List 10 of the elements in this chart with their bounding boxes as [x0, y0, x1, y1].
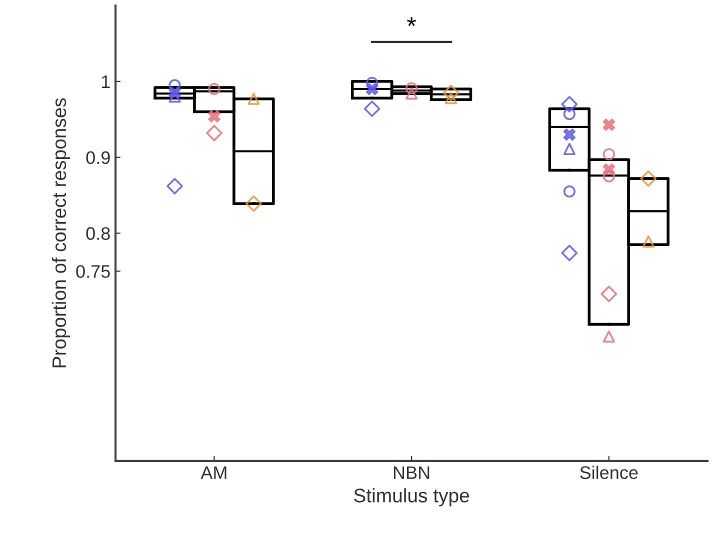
x-axis-title: Stimulus type — [354, 488, 470, 506]
x-tick-label: AM — [200, 466, 226, 479]
y-tick-label: 0.9 — [86, 151, 110, 164]
y-tick-label: 0.8 — [86, 227, 110, 240]
x-tick-label: Silence — [580, 466, 638, 480]
x-tick-label: NBN — [394, 466, 430, 479]
annotation: * — [407, 17, 416, 26]
y-tick-label: 0.75 — [76, 265, 110, 278]
y-tick-label: 1 — [102, 76, 110, 88]
y-axis-title: Proportion of correct responses — [52, 98, 70, 368]
